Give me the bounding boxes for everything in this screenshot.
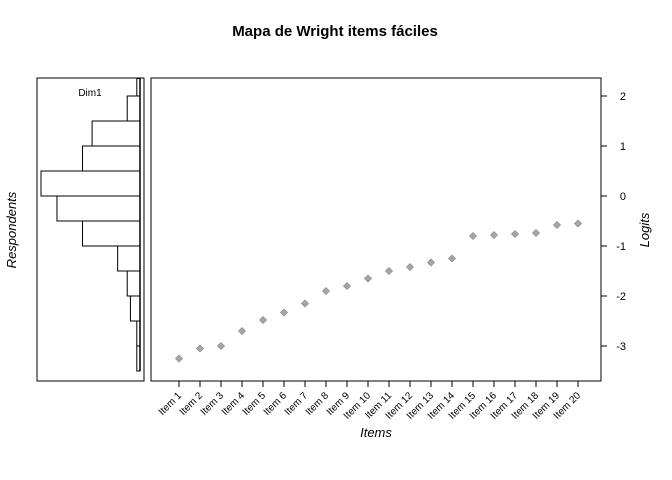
y-axis-label-left: Respondents: [4, 191, 19, 268]
dimension-label: Dim1: [78, 88, 102, 99]
histogram-bar: [91, 120, 141, 147]
item-point: [174, 354, 184, 363]
item-point: [216, 341, 226, 351]
y-tick-label: -3: [616, 341, 626, 353]
histogram-bar: [129, 295, 141, 322]
items-panel: [150, 77, 602, 382]
item-point: [552, 220, 562, 230]
y-tick-label: -1: [616, 241, 626, 253]
item-point: [363, 274, 373, 283]
histogram-bar: [82, 145, 141, 172]
item-point: [279, 308, 289, 317]
histogram-bar: [126, 95, 141, 122]
y-axis-right: 2 1 0 -1 -2 -3: [600, 91, 626, 353]
histogram-bar: [56, 195, 141, 222]
histogram-bar: [40, 170, 141, 197]
chart-title: Mapa de Wright items fáciles: [232, 23, 438, 40]
item-point: [510, 229, 520, 239]
item-point: [237, 326, 247, 336]
item-point: [321, 286, 331, 296]
item-point: [573, 219, 583, 228]
item-point: [531, 228, 541, 238]
item-point: [384, 266, 394, 276]
item-point: [426, 258, 436, 267]
item-point: [447, 254, 457, 263]
histogram-bar: [126, 270, 141, 297]
item-points: [174, 219, 583, 363]
item-point: [300, 299, 310, 308]
histogram-bar: [117, 245, 141, 272]
y-tick-label: 0: [620, 191, 626, 203]
item-point: [468, 231, 478, 241]
item-point: [489, 230, 499, 240]
x-axis-label: Items: [360, 425, 392, 440]
y-tick-label: 2: [620, 91, 626, 103]
item-point: [342, 281, 352, 291]
item-point: [258, 315, 268, 325]
respondents-panel: [36, 77, 145, 382]
y-tick-label: -2: [616, 291, 626, 303]
item-point: [195, 344, 205, 353]
y-axis-label-right: Logits: [637, 212, 652, 247]
histogram-bar: [82, 220, 141, 247]
item-point: [405, 262, 415, 272]
histogram-bars: [40, 78, 141, 372]
y-tick-label: 1: [620, 141, 626, 153]
